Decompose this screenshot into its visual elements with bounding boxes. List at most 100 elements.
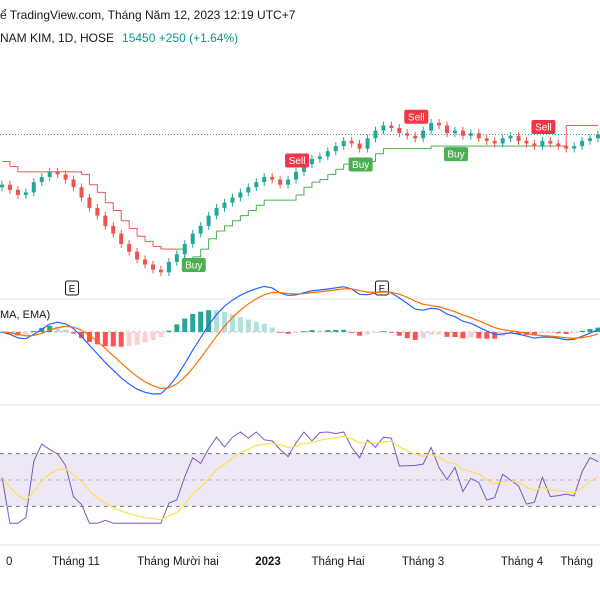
candle-body [468, 133, 473, 136]
macd-histogram-bar [309, 330, 315, 332]
trailing-stop-segment [105, 202, 114, 211]
sell-signal: Sell [285, 153, 310, 168]
candle-body [71, 179, 76, 188]
macd-histogram-bar [563, 332, 569, 334]
signal-label: Buy [352, 160, 369, 171]
macd-histogram-bar [460, 332, 466, 339]
macd-histogram-bar [285, 332, 291, 334]
event-box [65, 280, 80, 296]
trailing-stop-segment [319, 174, 329, 181]
macd-histogram-bar [134, 332, 140, 345]
trailing-stop-segment [121, 220, 130, 229]
candle-body [429, 122, 434, 131]
candle-body [127, 243, 132, 252]
x-axis-tick-label: Tháng [560, 556, 593, 568]
candle-body [341, 140, 346, 147]
candle-body [254, 182, 259, 188]
x-axis-tick-label: Tháng 3 [402, 556, 444, 568]
macd-histogram-bar [47, 325, 53, 332]
macd-histogram-bar [86, 332, 92, 343]
macd-histogram-bar [349, 332, 355, 333]
macd-histogram-bar [547, 332, 553, 334]
trailing-stop-segment [303, 182, 313, 188]
trailing-stop-segment [73, 171, 82, 175]
macd-histogram-bar [63, 329, 69, 332]
macd-histogram-bar [110, 332, 116, 347]
candle-body [349, 140, 354, 144]
candle-body [365, 138, 370, 149]
macd-histogram-bar [190, 313, 196, 332]
macd-histogram-bar [301, 331, 307, 332]
candle-body [572, 146, 577, 149]
macd-histogram-bar [372, 332, 378, 333]
macd-histogram-bar [555, 332, 561, 334]
buy-signal: Buy [348, 157, 373, 172]
candle-body [333, 146, 338, 152]
candle-body [357, 143, 362, 149]
candle-body [87, 197, 92, 208]
trailing-stop-segment [89, 184, 98, 193]
macd-histogram-bar [404, 332, 410, 339]
candle-body [373, 130, 378, 139]
macd-histogram-bar [531, 332, 537, 336]
macd-histogram-bar [317, 330, 323, 332]
trailing-stop-segment [335, 164, 345, 170]
trailing-stop-segment [327, 169, 337, 175]
candle-body [516, 135, 521, 141]
trailing-stop-segment [129, 227, 138, 237]
candle-body [397, 128, 402, 134]
macd-histogram-bar [269, 327, 275, 332]
candle-body [445, 125, 450, 134]
macd-histogram-bar [102, 332, 108, 347]
candle-body [437, 122, 442, 126]
candle-body [413, 135, 418, 139]
buy-signal: Buy [181, 257, 206, 272]
macd-histogram-bar [182, 318, 188, 332]
macd-histogram-bar [476, 332, 482, 339]
trailing-stop-segment [9, 166, 19, 172]
trailing-stop-segment [232, 215, 241, 222]
event-label: E [379, 284, 386, 295]
trailing-stop-segment [423, 146, 432, 150]
macd-histogram-bar [579, 330, 585, 332]
candle-body [556, 143, 561, 147]
candle-body [421, 130, 426, 139]
trailing-stop-segment [558, 125, 567, 147]
candle-body [270, 176, 275, 180]
macd-histogram-bar [396, 332, 402, 336]
x-axis-tick-label: Tháng Mười hai [137, 556, 219, 568]
macd-histogram-bar [23, 332, 29, 335]
candle-body [182, 243, 187, 255]
macd-histogram-bar [126, 332, 132, 347]
signal-label: Buy [185, 260, 202, 271]
macd-histogram-bar [587, 329, 593, 332]
macd-histogram-bar [245, 319, 251, 332]
candle-body [484, 138, 489, 141]
signal-label: Buy [447, 150, 464, 161]
candle-body [286, 179, 291, 185]
candle-body [580, 140, 585, 147]
candle-body [452, 130, 457, 134]
candle-body [460, 130, 465, 136]
trailing-stop-segment [152, 246, 162, 250]
macd-histogram-bar [428, 332, 434, 335]
candle-body [119, 233, 124, 244]
macd-histogram-bar [206, 310, 212, 332]
macd-histogram-bar [253, 321, 259, 332]
trailing-stop-segment [97, 191, 106, 203]
candle-body [39, 176, 44, 183]
candle-body [238, 192, 243, 198]
macd-histogram-bar [166, 330, 172, 332]
trailing-stop-segment [248, 205, 257, 211]
macd-histogram-bar [118, 332, 124, 347]
candle-body [381, 125, 386, 131]
trailing-stop-segment [137, 235, 146, 242]
macd-histogram-bar [516, 332, 522, 335]
candle-body [317, 156, 322, 159]
signal-label: Sell [535, 123, 552, 134]
signal-box [404, 109, 429, 124]
signal-box [285, 153, 310, 168]
buy-signal: Buy [444, 147, 469, 162]
candle-body [524, 140, 529, 144]
